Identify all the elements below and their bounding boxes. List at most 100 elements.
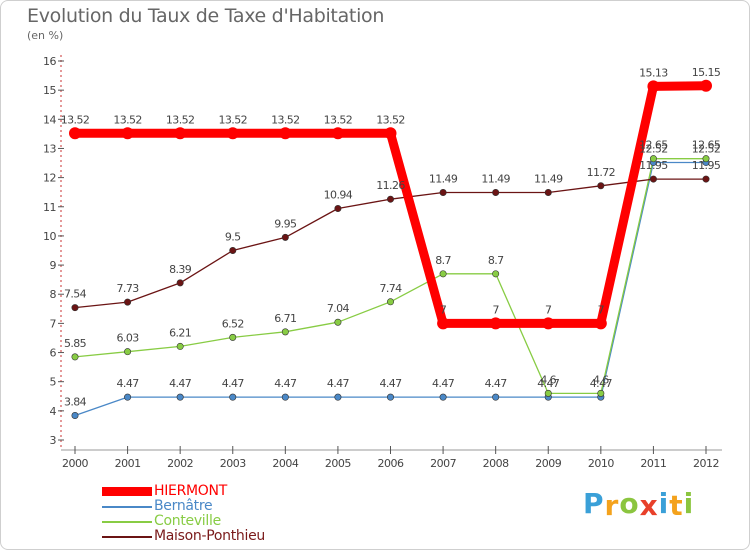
data-labels: 3.84 4.47 4.47 4.47 4.47 4.47 4.47 4.47 4.47 4.47… — [61, 66, 722, 409]
data-point — [71, 412, 79, 420]
data-label: 7 — [545, 303, 552, 316]
data-label: 6.52 — [222, 317, 244, 330]
legend-label: Bernâtre — [154, 498, 213, 514]
data-point — [439, 188, 447, 196]
data-label: 4.47 — [222, 377, 245, 390]
data-label: 15.15 — [692, 66, 721, 79]
data-point — [597, 182, 605, 190]
data-label: 13.52 — [113, 113, 142, 126]
x-tick-label: 2012 — [693, 457, 719, 470]
data-label: 4.47 — [590, 377, 613, 390]
data-point — [492, 188, 500, 196]
data-label: 11.49 — [429, 172, 458, 185]
y-tick-label: 14 — [43, 113, 56, 126]
data-label: 13.52 — [324, 113, 353, 126]
data-label: 12.52 — [639, 142, 668, 155]
x-tick-label: 2002 — [167, 457, 193, 470]
y-tick-label: 13 — [43, 142, 56, 155]
data-label: 7.73 — [117, 282, 140, 295]
y-tick-label: 8 — [50, 288, 57, 301]
data-point — [334, 318, 342, 326]
data-point — [176, 342, 184, 350]
x-tick-label: 2006 — [378, 457, 404, 470]
y-tick-label: 7 — [50, 317, 57, 330]
unit-label: (en %) — [27, 29, 64, 42]
y-tick-label: 4 — [50, 405, 57, 418]
series-points — [69, 79, 712, 420]
data-label: 4.47 — [537, 377, 560, 390]
data-label: 4.47 — [379, 377, 402, 390]
data-label: 6.03 — [117, 332, 140, 345]
data-point — [489, 317, 502, 330]
legend-label: HIERMONT — [154, 483, 227, 499]
x-tick-label: 2003 — [220, 457, 246, 470]
legend-swatch — [102, 487, 152, 496]
x-tick-label: 2007 — [430, 457, 456, 470]
data-label: 11.49 — [481, 172, 510, 185]
data-label: 11.72 — [587, 166, 616, 179]
data-label: 11.95 — [692, 159, 721, 172]
legend-label: Conteville — [154, 513, 221, 529]
data-point — [700, 79, 712, 92]
data-point — [69, 127, 81, 140]
data-label: 13.52 — [376, 113, 405, 126]
legend-swatch — [102, 521, 152, 523]
data-point — [439, 393, 447, 401]
data-point — [124, 298, 132, 306]
data-point — [384, 127, 397, 140]
data-label: 7.54 — [64, 288, 87, 301]
data-point — [229, 247, 237, 255]
chart-title: Evolution du Taux de Taxe d'Habitation — [27, 5, 385, 27]
data-label: 12.65 — [692, 139, 721, 152]
data-label: 13.52 — [219, 113, 248, 126]
data-point — [702, 155, 710, 163]
data-label: 13.52 — [61, 113, 90, 126]
data-label: 8.39 — [169, 263, 192, 276]
y-tick-label: 3 — [50, 434, 57, 447]
y-tick-label: 5 — [50, 376, 57, 389]
data-point — [176, 279, 184, 287]
data-point — [71, 353, 79, 361]
data-point — [437, 317, 450, 330]
x-tick-label: 2008 — [483, 457, 509, 470]
chart-axes: 3 4 5 6 7 8 9 10 11 12 13 14 15 16 2000 2001 2002 2003 200… — [43, 55, 722, 470]
data-label: 7.74 — [379, 282, 402, 295]
x-tick-label: 2009 — [535, 457, 561, 470]
data-label: 8.7 — [488, 254, 504, 267]
y-tick-label: 10 — [43, 230, 56, 243]
data-point — [492, 270, 500, 278]
data-point — [334, 205, 342, 213]
data-point — [71, 304, 79, 312]
data-label: 11.49 — [534, 172, 563, 185]
data-point — [331, 127, 344, 140]
legend-label: Maison-Ponthieu — [154, 528, 265, 544]
data-point — [647, 80, 660, 93]
y-tick-label: 11 — [43, 201, 56, 214]
data-label: 4.6 — [593, 373, 609, 386]
y-tick-label: 9 — [50, 259, 57, 272]
data-point — [124, 393, 132, 401]
data-label: 4.47 — [432, 377, 455, 390]
data-label: 7.04 — [327, 302, 350, 315]
data-point — [334, 393, 342, 401]
data-label: 7 — [440, 303, 447, 316]
data-label: 4.47 — [327, 377, 350, 390]
data-point — [226, 127, 239, 140]
data-label: 6.71 — [274, 312, 296, 325]
data-point — [176, 393, 184, 401]
data-label: 5.85 — [64, 337, 87, 350]
data-point — [281, 328, 289, 336]
data-label: 11.95 — [639, 159, 668, 172]
data-label: 13.52 — [271, 113, 300, 126]
data-label: 11.26 — [376, 179, 405, 192]
data-label: 12.65 — [639, 139, 668, 152]
x-tick-label: 2010 — [588, 457, 614, 470]
data-point — [597, 389, 605, 397]
data-point — [649, 175, 657, 183]
data-label: 3.84 — [64, 396, 87, 409]
legend-swatch — [102, 536, 152, 538]
data-point — [439, 270, 447, 278]
data-point — [229, 393, 237, 401]
data-label: 6.21 — [169, 326, 191, 339]
